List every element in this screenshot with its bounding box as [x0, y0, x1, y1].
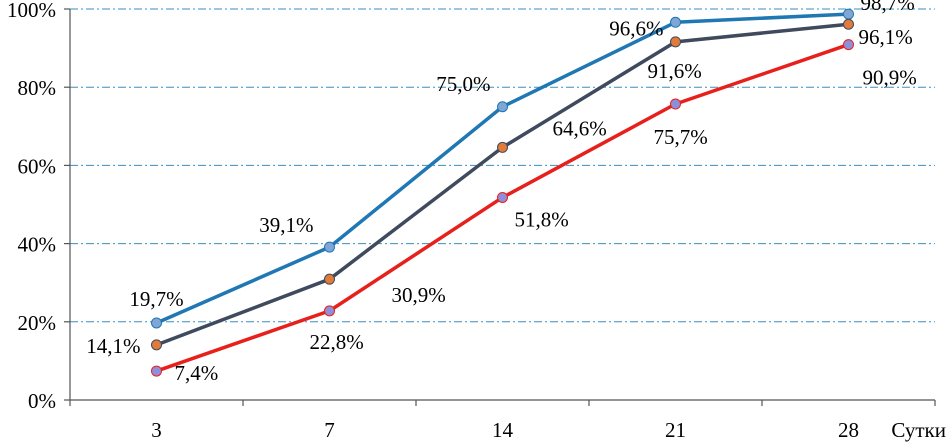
data-point: [670, 98, 681, 110]
data-point: [497, 141, 508, 153]
data-point: [497, 191, 508, 203]
data-label: 51,8%: [515, 207, 569, 231]
y-tick-label: 60%: [18, 154, 57, 178]
y-tick-label: 0%: [28, 389, 56, 413]
y-tick-label: 100%: [7, 0, 56, 22]
x-axis-title: Сутки: [891, 418, 946, 442]
data-point: [843, 39, 854, 51]
data-label: 98,7%: [861, 0, 915, 15]
data-point: [670, 16, 681, 28]
series-line: [155, 22, 849, 347]
data-label: 64,6%: [553, 116, 607, 140]
data-point: [670, 36, 681, 48]
x-tick-labels: 3 7 14 21 28: [151, 418, 859, 442]
data-point: [497, 101, 508, 113]
data-label: 30,9%: [392, 283, 446, 307]
data-point: [151, 317, 162, 329]
data-point: [324, 305, 335, 317]
data-labels: 19,7% 39,1% 75,0% 96,6% 98,7% 14,1% 30,9% 64,6%…: [86, 0, 917, 385]
data-label: 19,7%: [129, 287, 183, 311]
y-tick-label: 40%: [18, 233, 57, 257]
axes: [64, 8, 936, 406]
data-label: 91,6%: [648, 59, 702, 83]
data-point: [324, 273, 335, 285]
y-tick-label: 80%: [18, 76, 57, 100]
data-label: 75,7%: [654, 125, 708, 149]
data-label: 39,1%: [259, 213, 313, 237]
x-tick-label: 3: [151, 418, 162, 442]
y-tick-label: 20%: [18, 311, 57, 335]
data-label: 90,9%: [863, 66, 917, 90]
data-point: [151, 339, 162, 351]
data-label: 75,0%: [436, 72, 490, 96]
series-markers: [151, 8, 854, 377]
data-label: 7,4%: [175, 361, 219, 385]
data-point: [324, 241, 335, 253]
data-point: [843, 8, 854, 20]
data-label: 96,1%: [859, 25, 913, 49]
x-tick-label: 7: [324, 418, 335, 442]
gridlines: [70, 8, 935, 323]
series-line: [155, 12, 849, 325]
data-point: [843, 18, 854, 30]
x-tick-label: 14: [492, 418, 514, 442]
data-label: 14,1%: [86, 334, 140, 358]
y-tick-labels: 0% 20% 40% 60% 80% 100%: [7, 0, 56, 413]
data-label: 96,6%: [609, 16, 663, 40]
data-point: [151, 365, 162, 377]
x-tick-label: 21: [665, 418, 686, 442]
data-label: 22,8%: [310, 330, 364, 354]
x-tick-label: 28: [838, 418, 859, 442]
